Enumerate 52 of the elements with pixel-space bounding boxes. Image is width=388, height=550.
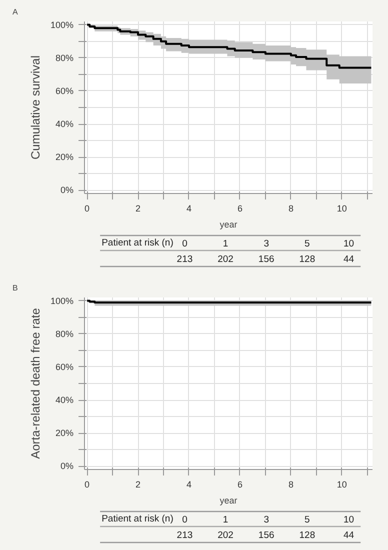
- y-tick-label: 20%: [55, 428, 74, 438]
- text: 202: [218, 530, 234, 541]
- text: B: [12, 284, 18, 292]
- y-tick-label: 60%: [55, 362, 74, 372]
- text: 213: [176, 530, 193, 541]
- y-tick-label: 60%: [55, 86, 74, 96]
- text: Patient at risk (n): [102, 238, 174, 248]
- x-tick-label: 2: [136, 204, 141, 214]
- x-tick-label: 10: [336, 480, 347, 490]
- text: 10: [343, 514, 354, 526]
- y-tick-label: 40%: [55, 395, 74, 406]
- x-tick-label: 0: [84, 480, 90, 490]
- text: 0: [182, 514, 188, 526]
- x-axis-title: year: [220, 220, 238, 230]
- text: 10: [343, 238, 354, 250]
- text: A: [12, 8, 18, 16]
- y-tick-label: 20%: [55, 152, 74, 162]
- text: 44: [343, 530, 354, 541]
- y-tick-label: 100%: [50, 296, 74, 306]
- y-axis-title: Cumulative survival: [28, 55, 42, 160]
- text: 5: [304, 514, 310, 526]
- x-axis-title: year: [220, 496, 238, 506]
- x-tick-label: 6: [237, 204, 242, 214]
- text: 3: [264, 514, 270, 526]
- y-tick-label: 0%: [60, 461, 74, 472]
- text: 202: [218, 254, 234, 265]
- x-tick-label: 0: [84, 204, 90, 214]
- x-tick-label: 8: [288, 204, 294, 214]
- x-tick-label: 10: [336, 204, 347, 214]
- y-tick-label: 100%: [50, 20, 74, 30]
- y-tick-label: 80%: [55, 328, 74, 339]
- y-tick-label: 80%: [55, 52, 74, 63]
- text: 3: [264, 238, 270, 250]
- text: 1: [222, 238, 228, 250]
- y-tick-label: 40%: [55, 119, 74, 130]
- y-tick-label: 0%: [60, 185, 74, 196]
- x-tick-label: 6: [237, 480, 242, 490]
- text: 156: [258, 530, 274, 541]
- x-tick-label: 4: [186, 204, 192, 214]
- text: Patient at risk (n): [102, 514, 174, 524]
- text: 156: [258, 254, 274, 265]
- x-tick-label: 4: [186, 480, 192, 490]
- x-tick-label: 8: [288, 480, 294, 490]
- text: 213: [176, 254, 193, 265]
- text: 0: [182, 238, 188, 250]
- y-axis-title: Aorta-related death free rate: [28, 308, 42, 459]
- x-tick-label: 2: [136, 480, 141, 490]
- text: 128: [299, 530, 316, 541]
- text: 1: [222, 514, 228, 526]
- text: 5: [304, 238, 310, 250]
- text: 128: [299, 254, 316, 265]
- text: 44: [343, 254, 354, 265]
